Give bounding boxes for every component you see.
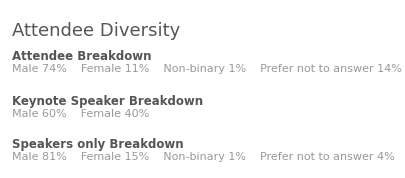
Text: Attendee Breakdown: Attendee Breakdown bbox=[12, 50, 151, 63]
Text: Keynote Speaker Breakdown: Keynote Speaker Breakdown bbox=[12, 95, 203, 108]
Text: Attendee Diversity: Attendee Diversity bbox=[12, 22, 180, 40]
Text: Male 74%    Female 11%    Non-binary 1%    Prefer not to answer 14%: Male 74% Female 11% Non-binary 1% Prefer… bbox=[12, 64, 402, 74]
Text: Male 81%    Female 15%    Non-binary 1%    Prefer not to answer 4%: Male 81% Female 15% Non-binary 1% Prefer… bbox=[12, 152, 395, 162]
Text: Speakers only Breakdown: Speakers only Breakdown bbox=[12, 138, 183, 151]
Text: Male 60%    Female 40%: Male 60% Female 40% bbox=[12, 109, 149, 119]
